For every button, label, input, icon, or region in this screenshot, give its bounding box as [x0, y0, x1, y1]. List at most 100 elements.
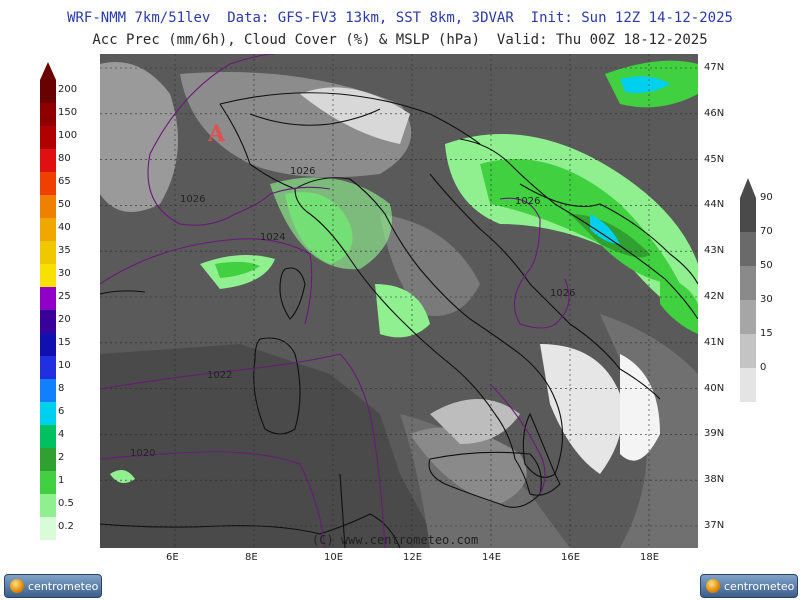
precip-scale-swatch	[40, 149, 56, 172]
latitude-label: 39N	[704, 428, 725, 440]
cloud-scale-arrow	[740, 178, 756, 198]
cloud-scale-swatch	[740, 368, 756, 402]
precip-scale-swatch	[40, 471, 56, 494]
border-alps	[219, 92, 481, 145]
high-pressure-marker: A	[207, 121, 226, 147]
isobar-label-1026-south: 1026	[550, 288, 575, 299]
logo-right-text: centrometeo	[724, 579, 795, 593]
latitude-label: 37N	[704, 520, 725, 531]
precip-scale-arrow	[40, 62, 56, 80]
corsica-coastline	[279, 267, 306, 320]
isobar-label-1020: 1020	[130, 448, 155, 459]
cloud-scale-tick: 50	[760, 260, 773, 271]
precip-scale-swatch	[40, 425, 56, 448]
sicily-coastline	[428, 451, 542, 508]
isobar-lower-italy	[489, 383, 546, 495]
precip-scale-tick: 200	[58, 84, 78, 95]
logo-left-text: centrometeo	[28, 579, 99, 593]
border-tunisia	[339, 473, 346, 548]
isobar-label-1026-north: 1026	[290, 166, 315, 177]
isobar-1026-north	[147, 54, 331, 226]
precip-ligurian-light	[270, 177, 392, 270]
precip-scale-tick: 0.2	[58, 521, 74, 532]
precip-scale-swatch	[40, 379, 56, 402]
precip-balkans-cyan	[590, 214, 620, 244]
precip-scale-swatch	[40, 218, 56, 241]
precip-scale-swatch	[40, 517, 56, 540]
cloud-patch-west	[100, 62, 178, 212]
precip-scale-swatch	[40, 241, 56, 264]
precip-scale-tick: 30	[58, 268, 71, 279]
latitude-label: 45N	[704, 153, 725, 165]
border-france-spain	[100, 290, 146, 295]
precip-scale-tick: 25	[58, 291, 71, 302]
precip-scale-swatch	[40, 264, 56, 287]
cloud-scale-swatch	[740, 232, 756, 266]
precip-scale-swatch	[40, 448, 56, 471]
latitude-label: 40N	[704, 382, 725, 394]
precip-scale-tick: 50	[58, 199, 71, 210]
precip-albania	[660, 274, 698, 334]
sardinia-coastline	[253, 337, 301, 435]
credit-text: (C) www.centrometeo.com	[312, 533, 479, 547]
isobars	[100, 54, 570, 548]
globe-icon	[10, 579, 24, 593]
precip-scale-swatch	[40, 494, 56, 517]
isobar-label-1026-west: 1026	[180, 194, 205, 205]
coastlines	[100, 92, 698, 548]
precip-scale-swatch	[40, 310, 56, 333]
border-france-italy	[219, 103, 296, 190]
cloud-scale-tick: 90	[760, 192, 773, 203]
precip-scale-tick: 10	[58, 360, 71, 371]
precip-scale-tick: 2	[58, 452, 65, 463]
precip-scale-swatch	[40, 356, 56, 379]
precip-corsica-west-core	[215, 261, 260, 278]
cloud-patch-north	[300, 87, 410, 144]
precip-ne-core	[620, 76, 670, 93]
latitude-label: 43N	[704, 245, 725, 257]
longitude-label: 8E	[245, 552, 258, 563]
precipitation-scale-bar	[40, 62, 56, 540]
latitude-label: 42N	[704, 291, 725, 302]
precip-scale-swatch	[40, 126, 56, 149]
longitude-label: 18E	[640, 552, 660, 563]
cloud-band-sicily	[410, 427, 527, 504]
border-balkans	[519, 183, 698, 285]
isobar-label-1026-adriatic: 1026	[515, 196, 540, 207]
precip-scale-tick: 150	[58, 107, 78, 118]
centrometeo-logo-right[interactable]: centrometeo	[700, 574, 798, 598]
adriatic-coast-italy	[429, 173, 661, 400]
cloud-scale-tick: 70	[760, 226, 773, 237]
precip-scale-tick: 40	[58, 222, 71, 233]
longitude-label: 16E	[561, 552, 581, 563]
globe-icon	[706, 579, 720, 593]
latitude-label: 46N	[704, 107, 725, 119]
cloud-patch-center	[380, 214, 480, 316]
precip-scale-swatch	[40, 195, 56, 218]
longitude-label: 14E	[482, 552, 502, 563]
precip-scale-swatch	[40, 80, 56, 103]
longitude-label: 10E	[324, 552, 344, 563]
clear-area-calabria	[620, 354, 660, 461]
precip-scale-swatch	[40, 287, 56, 310]
precip-scale-swatch	[40, 103, 56, 126]
cloud-patch-tyrrhenian	[430, 399, 520, 444]
precip-scale-tick: 8	[58, 383, 65, 394]
cloud-scale-tick: 0	[760, 362, 767, 373]
balkan-coastline	[459, 138, 698, 320]
cloud-scale-bar	[740, 178, 756, 402]
centrometeo-logo-left[interactable]: centrometeo	[4, 574, 102, 598]
header-line-1: WRF-NMM 7km/51lev Data: GFS-FV3 13km, SS…	[67, 10, 733, 26]
cloud-scale-swatch	[740, 266, 756, 300]
graticule	[100, 54, 698, 548]
latitude-label: 38N	[704, 474, 725, 486]
precip-scale-tick: 100	[58, 130, 78, 141]
isobar-1024	[100, 238, 313, 325]
longitude-label: 6E	[166, 552, 179, 563]
latitude-label: 47N	[704, 62, 725, 73]
isobar-1020	[100, 451, 326, 548]
isobar-1026-adriatic	[499, 197, 570, 329]
precip-scale-tick: 15	[58, 337, 71, 348]
precip-scale-tick: 20	[58, 314, 71, 325]
precip-scale-tick: 65	[58, 176, 71, 187]
